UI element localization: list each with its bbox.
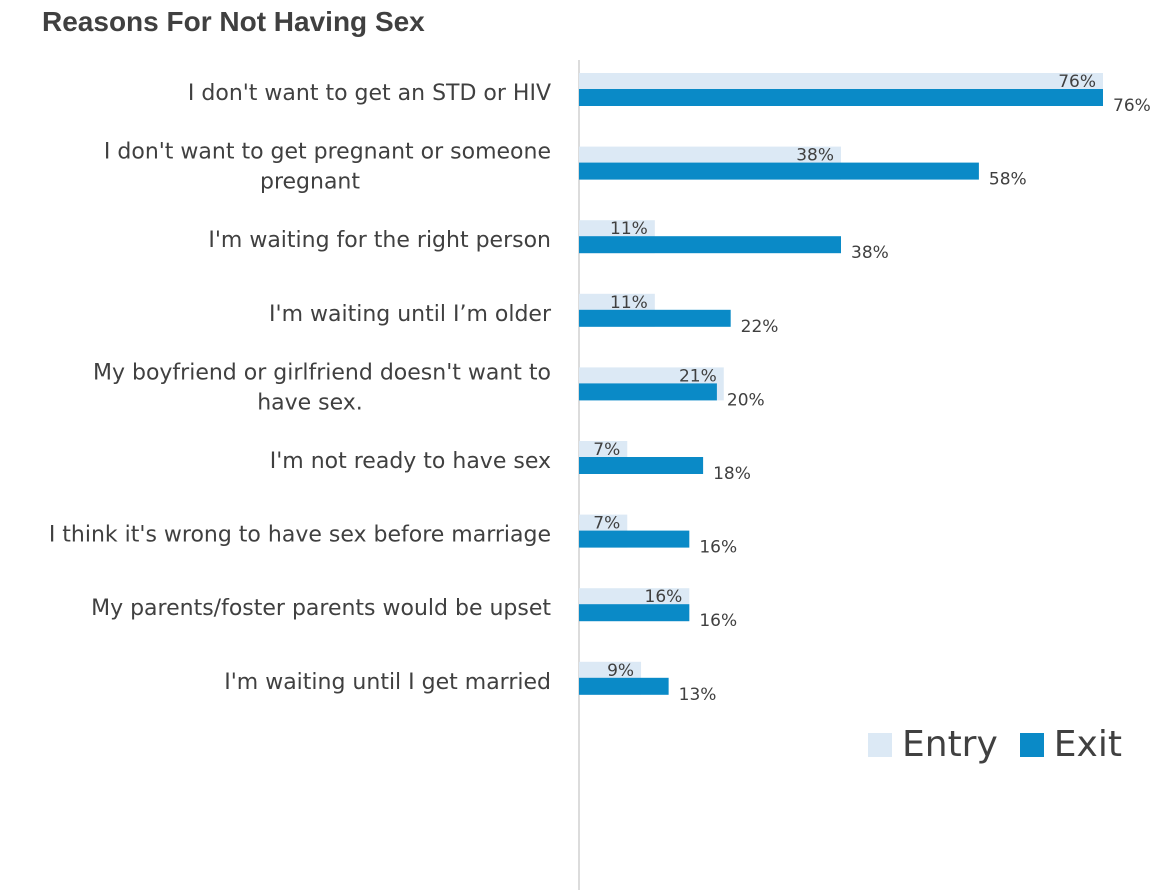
category-label: My boyfriend or girlfriend doesn't want … [93,360,551,385]
exit-bar [579,457,704,474]
entry-value-label: 16% [645,587,683,607]
entry-value-label: 21% [679,366,717,386]
exit-value-label: 18% [713,464,751,484]
exit-bar [579,309,731,327]
entry-value-label: 38% [796,146,834,166]
entry-value-label: 7% [593,440,620,460]
category-label: pregnant [260,170,360,195]
category-label: I'm waiting until I get married [224,670,551,695]
category-label: I think it's wrong to have sex before ma… [49,523,551,548]
exit-bar [579,383,717,401]
exit-bar [579,89,1103,106]
legend-swatch-exit [1019,732,1044,757]
entry-value-label: 11% [610,219,648,239]
legend-label-exit: Exit [1053,724,1122,765]
entry-value-label: 7% [593,514,620,534]
exit-bar [579,530,690,548]
legend-swatch-entry [868,732,892,757]
category-label: My parents/foster parents would be upset [91,596,551,621]
legend-label-entry: Entry [902,724,998,765]
category-label: have sex. [257,390,363,415]
exit-bar [579,677,669,695]
exit-value-label: 16% [699,538,737,558]
exit-value-label: 13% [679,685,717,705]
exit-value-label: 20% [727,390,765,410]
exit-value-label: 16% [699,611,737,631]
category-label: I don't want to get pregnant or someone [104,140,551,165]
category-label: I don't want to get an STD or HIV [188,81,551,106]
exit-value-label: 22% [741,317,779,337]
entry-value-label: 11% [610,293,648,313]
exit-bar [579,604,690,622]
category-label: I'm not ready to have sex [270,449,551,474]
value-labels-group: 76% 76% 38% 58% 11% 38% 11% 22% 21% 20% 7% 18% 7% 16%… [593,72,1151,705]
exit-bar [579,236,841,254]
exit-value-label: 38% [851,243,889,263]
chart-title: Reasons For Not Having Sex [42,6,425,37]
exit-value-label: 76% [1113,96,1151,116]
bars-group [579,73,1103,695]
legend: Entry Exit [868,724,1144,765]
legend-item-exit: Exit [1019,724,1122,765]
entry-value-label: 76% [1058,72,1096,92]
category-labels-group: I don't want to get an STD or HIV I don't… [49,81,552,695]
entry-value-label: 9% [607,661,634,681]
category-label: I'm waiting until I’m older [269,302,552,327]
exit-value-label: 58% [989,170,1027,190]
category-label: I'm waiting for the right person [208,228,551,253]
exit-bar [579,162,979,180]
legend-item-entry: Entry [868,724,998,765]
